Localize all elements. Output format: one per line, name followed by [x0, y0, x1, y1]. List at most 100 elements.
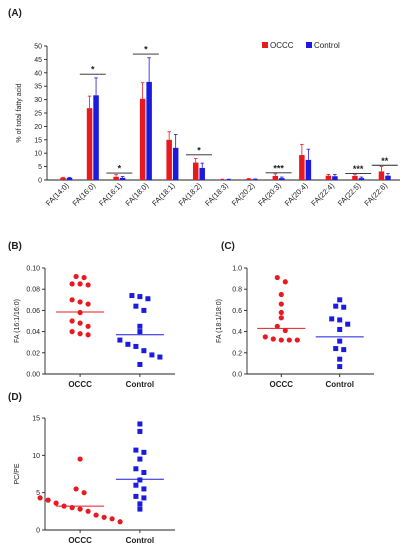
- data-point-control: [137, 456, 143, 462]
- data-point-occc: [77, 309, 83, 316]
- y-tick-label-d: 10: [32, 453, 40, 460]
- data-point-control: [133, 482, 139, 488]
- data-point-occc: [73, 486, 79, 492]
- bar-occc: [352, 175, 358, 180]
- y-tick-label-c: 0.4: [232, 329, 242, 336]
- y-tick-label-a: 35: [34, 84, 42, 91]
- y-tick-label-b: 0.00: [26, 372, 40, 379]
- data-point-control: [141, 307, 147, 313]
- data-point-control: [137, 421, 143, 427]
- bar-occc: [113, 176, 119, 180]
- data-point-control: [341, 304, 347, 310]
- data-point-control: [141, 495, 147, 501]
- bar-occc: [219, 179, 225, 181]
- panel-label-c: (C): [221, 241, 235, 252]
- data-point-occc: [85, 508, 91, 514]
- legend-label-control: Control: [314, 41, 340, 50]
- data-point-control: [157, 354, 163, 360]
- y-tick-label-c: 0.0: [232, 372, 242, 379]
- data-point-control: [141, 449, 147, 455]
- data-point-occc: [101, 514, 107, 520]
- data-point-control: [337, 326, 343, 332]
- data-point-control: [337, 317, 343, 323]
- y-tick-label-c: 0.6: [232, 308, 242, 315]
- data-point-occc: [278, 309, 284, 316]
- y-tick-label-d: 15: [32, 416, 40, 423]
- data-point-occc: [117, 519, 123, 525]
- significance-marker: **: [381, 156, 389, 166]
- x-group-label-c: OCCC: [270, 380, 294, 389]
- bar-occc: [272, 175, 279, 180]
- data-point-occc: [69, 318, 75, 324]
- data-point-occc: [278, 291, 284, 298]
- data-point-occc: [85, 282, 91, 288]
- bar-control: [305, 159, 312, 180]
- x-category-label: FA(22:4): [309, 181, 336, 208]
- y-axis-label-a: % of total fatty acid: [16, 83, 23, 142]
- y-tick-label-b: 0.06: [26, 308, 40, 315]
- bar-control: [146, 81, 152, 180]
- bar-control: [279, 178, 285, 180]
- data-point-occc: [45, 497, 51, 503]
- data-point-control: [341, 347, 347, 353]
- bar-control: [172, 147, 179, 180]
- y-tick-label-a: 0: [38, 178, 42, 185]
- bar-control: [66, 177, 73, 180]
- y-axis-label-d: PC/PE: [14, 463, 21, 484]
- data-point-occc: [77, 281, 83, 287]
- data-point-occc: [85, 323, 91, 329]
- data-point-occc: [69, 329, 75, 335]
- data-point-occc: [85, 301, 91, 307]
- data-point-occc: [69, 297, 75, 303]
- data-point-occc: [81, 274, 87, 281]
- y-tick-label-a: 40: [34, 70, 42, 77]
- data-point-control: [137, 294, 143, 300]
- y-tick-label-a: 5: [38, 164, 42, 171]
- x-category-label: FA(20:2): [230, 181, 257, 208]
- data-point-control: [137, 506, 143, 512]
- significance-marker: ***: [353, 164, 364, 174]
- data-point-control: [125, 341, 131, 347]
- bar-control: [226, 179, 232, 181]
- significance-marker: *: [91, 65, 95, 75]
- data-point-occc: [294, 337, 300, 343]
- bar-occc: [139, 98, 146, 180]
- bar-occc: [299, 155, 305, 180]
- data-point-occc: [77, 331, 83, 337]
- data-point-control: [333, 346, 339, 352]
- data-point-control: [117, 337, 123, 343]
- bar-occc: [166, 139, 172, 180]
- bar-control: [199, 167, 205, 180]
- data-point-occc: [77, 456, 83, 462]
- data-point-control: [133, 343, 139, 349]
- data-point-control: [133, 303, 139, 309]
- y-tick-label-c: 0.8: [232, 287, 242, 294]
- panel-label-a: (A): [8, 8, 22, 19]
- data-point-occc: [37, 495, 43, 501]
- significance-marker: *: [144, 45, 148, 55]
- data-point-occc: [77, 320, 83, 326]
- data-point-occc: [109, 516, 115, 522]
- data-point-control: [137, 477, 143, 483]
- data-point-control: [141, 348, 147, 354]
- data-point-control: [133, 466, 139, 472]
- x-category-label: FA(18:3): [203, 181, 230, 208]
- x-category-label: FA(22:5): [336, 181, 363, 208]
- x-category-label: FA(20:4): [283, 181, 310, 208]
- data-point-control: [337, 356, 343, 362]
- y-tick-label-a: 30: [34, 97, 42, 104]
- data-point-control: [141, 486, 147, 492]
- bar-control: [385, 175, 391, 180]
- bar-occc: [60, 177, 66, 180]
- x-group-label-b: Control: [126, 380, 154, 389]
- data-point-occc: [286, 337, 292, 343]
- y-tick-label-b: 0.02: [26, 350, 40, 357]
- data-point-control: [133, 493, 139, 499]
- bar-occc: [378, 171, 385, 180]
- data-point-occc: [69, 281, 75, 287]
- data-point-occc: [77, 299, 83, 305]
- data-point-occc: [77, 506, 83, 512]
- data-point-control: [337, 364, 343, 370]
- x-category-label: FA(22:6): [362, 181, 389, 208]
